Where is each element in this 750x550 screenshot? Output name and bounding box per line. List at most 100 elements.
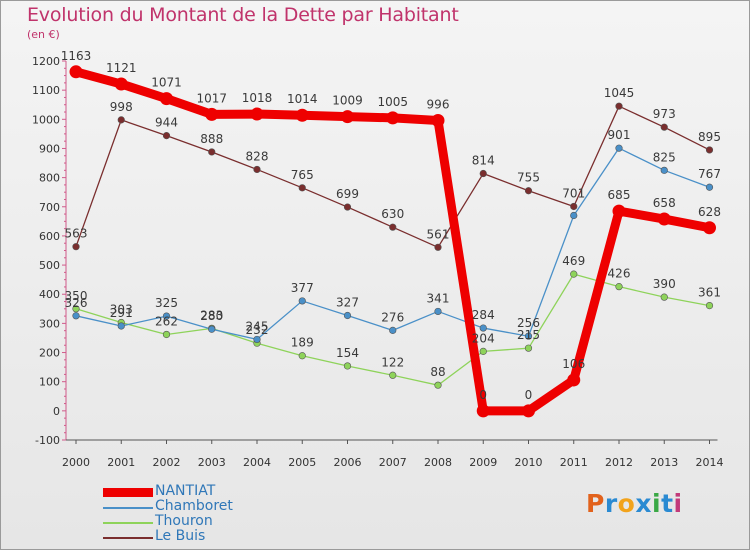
data-point-le-buis xyxy=(117,116,125,124)
data-label-nantiat: 0 xyxy=(525,388,533,402)
x-tick-label: 2001 xyxy=(107,456,135,469)
y-tick-label: 900 xyxy=(39,142,60,155)
y-tick-label: 300 xyxy=(39,317,60,330)
x-tick-label: 2012 xyxy=(605,456,633,469)
data-label-le-buis: 701 xyxy=(562,186,585,200)
data-label-nantiat: 1009 xyxy=(332,94,363,108)
y-tick-label: 0 xyxy=(53,405,60,418)
y-tick-label: 400 xyxy=(39,288,60,301)
data-label-chamboret: 284 xyxy=(472,308,495,322)
logo-letter: r xyxy=(604,489,618,518)
y-tick-label: 600 xyxy=(39,230,60,243)
data-point-thouron xyxy=(524,344,533,352)
data-label-thouron: 122 xyxy=(381,355,404,369)
data-point-le-buis xyxy=(208,148,216,156)
data-point-thouron xyxy=(615,283,623,291)
data-point-le-buis xyxy=(434,243,442,251)
data-label-chamboret: 825 xyxy=(653,150,676,164)
data-label-nantiat: 1163 xyxy=(61,49,92,63)
data-label-thouron: 303 xyxy=(110,303,133,317)
data-point-thouron xyxy=(298,352,306,360)
data-point-nantiat xyxy=(567,373,581,387)
data-point-nantiat xyxy=(386,111,400,125)
data-label-chamboret: 377 xyxy=(291,281,314,295)
data-label-chamboret: 327 xyxy=(336,296,359,310)
y-tick-label: 700 xyxy=(39,201,60,214)
data-point-nantiat xyxy=(341,110,354,124)
data-point-nantiat xyxy=(657,212,671,226)
y-tick-label: 200 xyxy=(39,347,60,360)
x-tick-label: 2002 xyxy=(153,456,181,469)
logo-letter: t xyxy=(661,489,674,518)
data-label-le-buis: 630 xyxy=(381,207,404,221)
legend-label: Thouron xyxy=(155,513,213,529)
data-point-le-buis xyxy=(72,243,80,251)
logo-letter: i xyxy=(673,489,683,518)
x-tick-label: 2013 xyxy=(650,456,678,469)
data-point-le-buis xyxy=(524,187,533,195)
chart-title: Evolution du Montant de la Dette par Hab… xyxy=(27,4,459,26)
data-label-chamboret: 325 xyxy=(155,296,178,310)
data-point-nantiat xyxy=(703,221,716,235)
data-label-thouron: 262 xyxy=(155,314,178,328)
data-label-thouron: 426 xyxy=(608,267,631,281)
data-point-le-buis xyxy=(705,146,714,154)
data-point-le-buis xyxy=(162,132,171,140)
data-point-le-buis xyxy=(253,165,261,174)
data-label-thouron: 204 xyxy=(472,331,495,345)
legend-label: NANTIAT xyxy=(155,483,216,499)
x-tick-label: 2000 xyxy=(62,456,90,469)
data-label-le-buis: 973 xyxy=(653,107,676,121)
data-label-le-buis: 765 xyxy=(291,168,314,182)
data-label-chamboret: 291 xyxy=(110,306,133,320)
data-label-chamboret: 280 xyxy=(200,309,223,323)
data-label-nantiat: 628 xyxy=(698,205,721,219)
data-label-thouron: 215 xyxy=(517,328,540,342)
logo-letter: i xyxy=(652,489,662,518)
data-label-le-buis: 944 xyxy=(155,116,178,130)
data-label-thouron: 88 xyxy=(430,365,445,379)
axes: -100010020030040050060070080090010001100… xyxy=(32,55,724,469)
data-label-thouron: 232 xyxy=(246,323,269,337)
data-label-nantiat: 1017 xyxy=(196,91,227,105)
data-label-chamboret: 276 xyxy=(381,310,404,324)
data-point-chamboret xyxy=(434,307,442,316)
data-label-nantiat: 1005 xyxy=(377,95,408,109)
x-tick-label: 2014 xyxy=(696,456,724,469)
data-label-le-buis: 563 xyxy=(65,227,88,241)
data-label-le-buis: 895 xyxy=(698,130,721,144)
data-label-thouron: 361 xyxy=(698,286,721,300)
data-point-chamboret xyxy=(72,312,80,320)
y-tick-label: 1000 xyxy=(32,113,60,126)
data-point-nantiat xyxy=(295,108,309,122)
data-point-thouron xyxy=(479,347,487,355)
data-point-thouron xyxy=(162,330,171,339)
data-label-thouron: 390 xyxy=(653,277,676,291)
y-unit-label: (en €) xyxy=(27,28,60,41)
data-label-thouron: 350 xyxy=(65,289,88,303)
data-point-chamboret xyxy=(389,326,397,334)
data-point-chamboret xyxy=(298,297,306,305)
data-point-le-buis xyxy=(298,184,306,192)
data-point-nantiat xyxy=(114,77,128,91)
data-label-le-buis: 814 xyxy=(472,154,495,168)
data-point-chamboret xyxy=(479,324,487,332)
x-tick-label: 2006 xyxy=(334,456,362,469)
logo-letter: x xyxy=(635,489,652,518)
data-point-nantiat xyxy=(160,92,173,106)
data-point-chamboret xyxy=(162,312,171,320)
data-label-nantiat: 996 xyxy=(427,97,450,111)
data-label-le-buis: 561 xyxy=(427,227,450,241)
data-point-chamboret xyxy=(208,325,216,333)
data-label-nantiat: 1121 xyxy=(106,61,137,75)
data-point-nantiat xyxy=(431,113,445,127)
legend-swatch xyxy=(103,522,153,524)
x-tick-label: 2008 xyxy=(424,456,452,469)
logo-letter: o xyxy=(617,489,636,518)
data-label-chamboret: 326 xyxy=(65,296,88,310)
data-point-le-buis xyxy=(343,203,352,211)
data-point-le-buis xyxy=(615,102,623,110)
data-label-le-buis: 699 xyxy=(336,187,359,201)
y-tick-label: 1200 xyxy=(32,55,60,68)
